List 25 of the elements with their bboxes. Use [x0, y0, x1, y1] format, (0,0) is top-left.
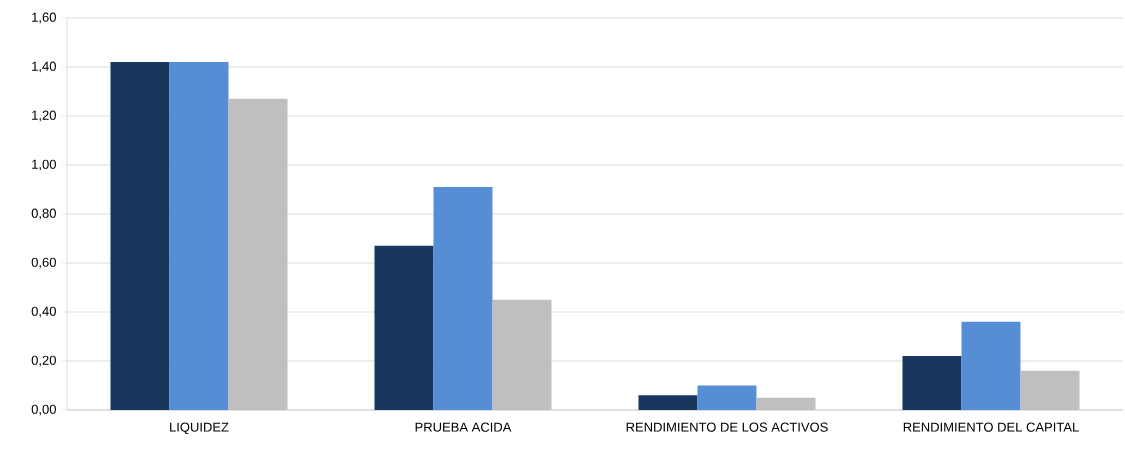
x-tick-label: RENDIMIENTO DEL CAPITAL — [903, 422, 1079, 432]
bar — [374, 245, 434, 410]
y-tick-label: 1,00 — [32, 159, 56, 171]
bar — [638, 395, 698, 410]
bar — [228, 98, 288, 410]
x-tick-label: PRUEBA ACIDA — [415, 422, 512, 432]
y-tick-label: 0,80 — [31, 208, 56, 220]
bar — [110, 62, 170, 410]
y-tick-label: 1,40 — [32, 61, 56, 73]
bar — [961, 321, 1021, 410]
bar — [902, 356, 962, 410]
bar — [756, 397, 816, 410]
bar — [169, 62, 229, 410]
bar — [492, 299, 552, 410]
y-tick-label: 0,20 — [31, 355, 56, 367]
y-tick-label: 1,20 — [32, 110, 56, 122]
x-tick-label: LIQUIDEZ — [170, 422, 229, 435]
bar — [697, 385, 757, 410]
y-tick-label: 1,60 — [32, 12, 56, 24]
y-tick-label: 0,00 — [31, 404, 56, 416]
y-tick-label: 0,60 — [31, 257, 56, 269]
bar — [433, 187, 493, 410]
y-tick-label: 0,40 — [31, 306, 56, 318]
x-tick-label: RENDIMIENTO DE LOS ACTIVOS — [626, 422, 828, 432]
bar — [1020, 370, 1080, 410]
